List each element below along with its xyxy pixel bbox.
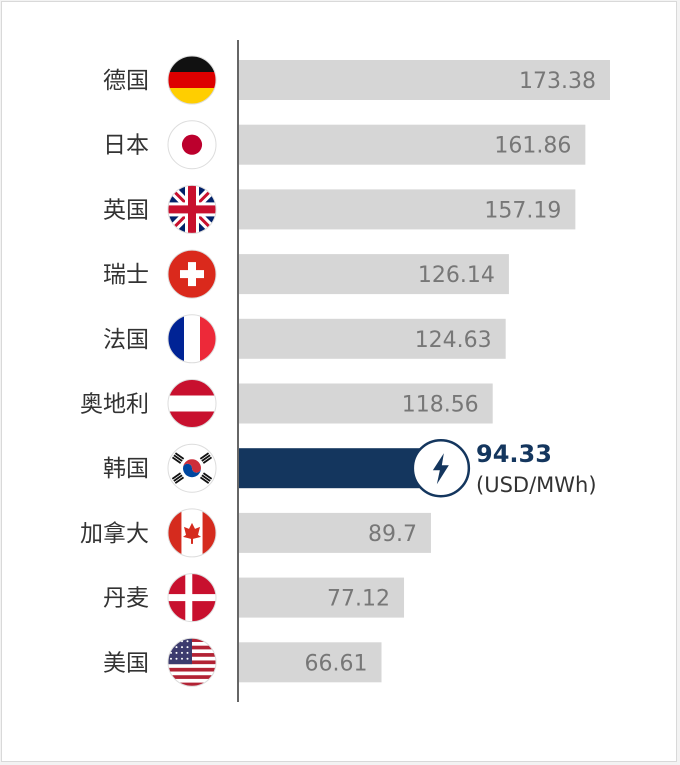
austria-flag <box>168 379 216 428</box>
switzerland-flag <box>168 250 216 299</box>
bar-row: 瑞士 126.14 <box>103 249 509 299</box>
category-label: 法国 <box>103 327 149 353</box>
bar <box>239 318 506 359</box>
bar-row: 丹麦 77.12 <box>103 573 405 623</box>
bar <box>239 512 431 553</box>
value-label: 161.86 <box>494 134 571 159</box>
germany-flag-ring <box>167 55 217 105</box>
category-label: 奥地利 <box>80 392 149 418</box>
category-label: 韩国 <box>103 456 149 482</box>
category-label: 英国 <box>103 197 149 223</box>
bar <box>239 254 509 295</box>
france-flag <box>168 314 216 363</box>
switzerland-flag-ring <box>167 249 217 299</box>
category-label: 加拿大 <box>80 520 149 547</box>
france-flag-ring <box>167 314 217 364</box>
value-label: 77.12 <box>327 587 390 612</box>
bar <box>239 642 382 683</box>
south-korea-flag-ring <box>167 443 217 493</box>
category-label: 丹麦 <box>103 586 149 612</box>
value-label: 89.7 <box>368 522 417 547</box>
highlight-value-label: 94.33 <box>476 440 552 468</box>
unit-label: (USD/MWh) <box>476 473 597 497</box>
bar <box>239 189 576 230</box>
denmark-flag-ring <box>167 573 217 623</box>
bar-row: 美国 66.61 <box>103 637 382 687</box>
bar-row: 加拿大 89.7 <box>80 508 431 558</box>
highlight-bar <box>239 448 441 489</box>
usa-flag-ring <box>167 637 217 687</box>
japan-flag <box>168 120 216 169</box>
bar-row: 日本 161.86 <box>103 120 586 170</box>
bar <box>239 124 586 165</box>
value-label: 173.38 <box>519 69 596 94</box>
bar-row: 韩国 94.33 (USD/MWh) <box>103 438 597 498</box>
value-label: 124.63 <box>415 328 492 353</box>
uk-flag-ring <box>167 184 217 234</box>
lightning-bolt-icon <box>432 453 449 485</box>
category-label: 美国 <box>103 650 149 676</box>
value-label: 66.61 <box>305 651 368 676</box>
value-label: 118.56 <box>402 393 479 418</box>
value-label: 126.14 <box>418 263 495 288</box>
uk-flag <box>168 185 216 234</box>
bar-row: 德国 173.38 <box>103 55 610 105</box>
category-label: 日本 <box>103 133 149 159</box>
japan-flag-ring <box>167 120 217 170</box>
category-label: 瑞士 <box>103 262 149 288</box>
category-label: 德国 <box>103 68 149 94</box>
denmark-flag <box>168 573 216 622</box>
bar-row: 法国 124.63 <box>103 314 506 364</box>
austria-flag-ring <box>167 379 217 428</box>
bar <box>239 60 610 100</box>
bar-row: 奥地利 118.56 <box>80 379 493 428</box>
south-korea-flag <box>168 444 216 493</box>
bar <box>239 383 493 424</box>
bar <box>239 577 405 618</box>
usa-flag <box>168 638 216 687</box>
canada-flag-ring <box>167 508 217 558</box>
value-label: 157.19 <box>484 198 561 223</box>
bar-row: 英国 157.19 <box>103 184 576 234</box>
germany-flag <box>168 56 216 104</box>
